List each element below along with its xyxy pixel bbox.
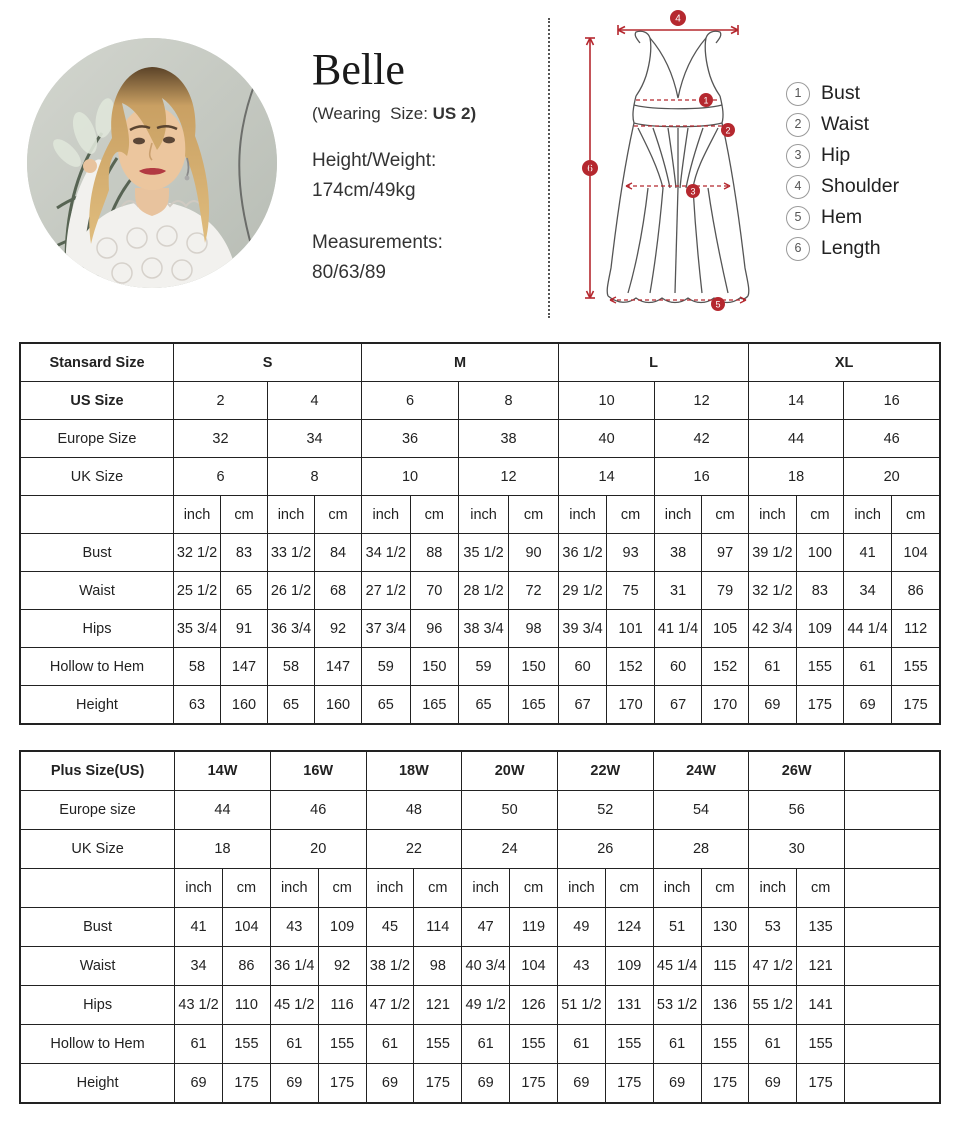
svg-text:5: 5 (715, 300, 720, 310)
svg-text:4: 4 (675, 14, 681, 25)
svg-text:3: 3 (690, 187, 695, 197)
svg-text:2: 2 (725, 126, 730, 136)
svg-text:1: 1 (703, 96, 708, 106)
